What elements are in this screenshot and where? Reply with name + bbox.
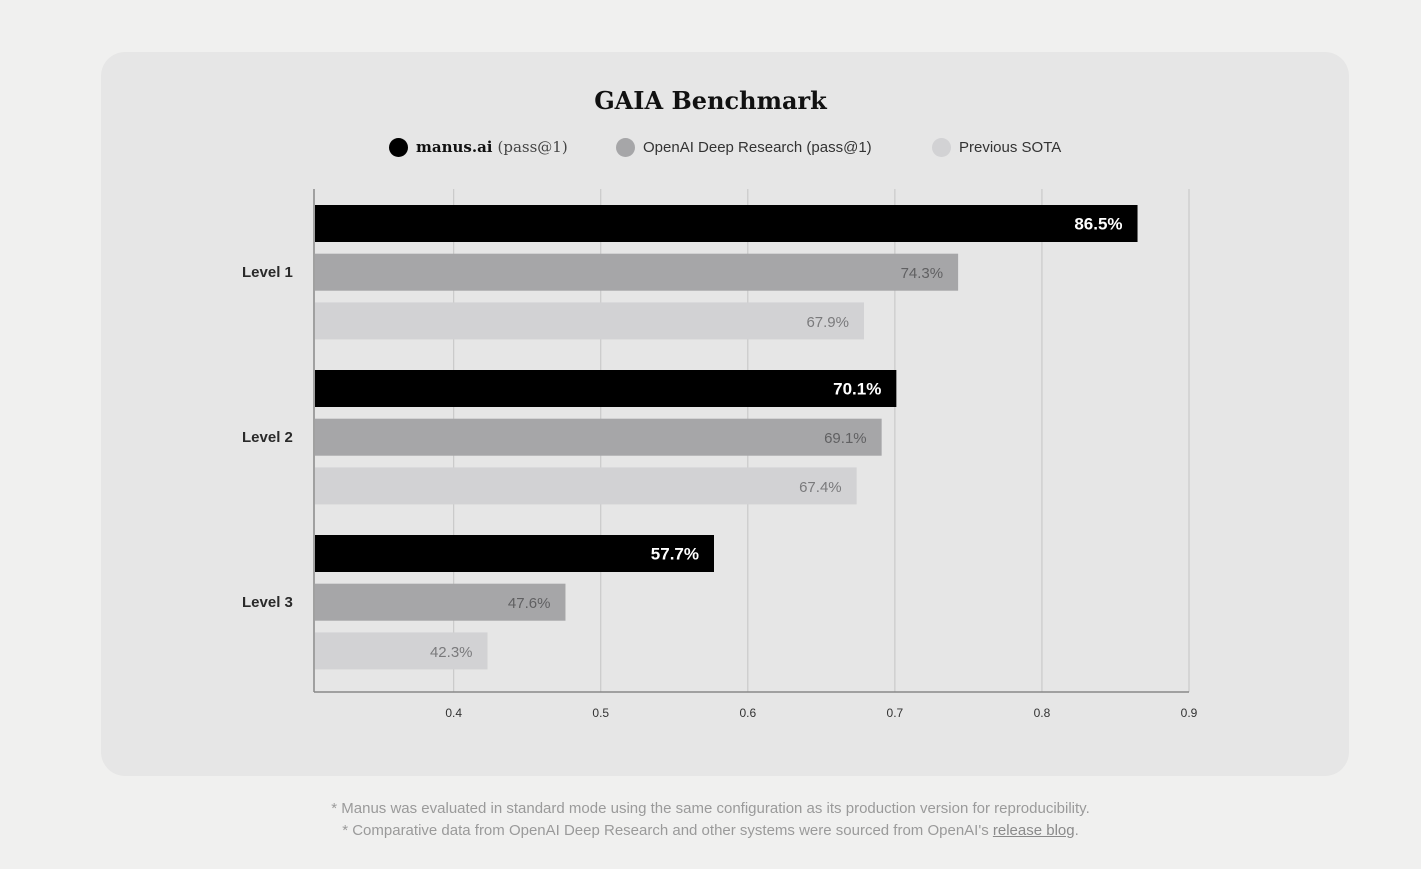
chart-card <box>101 52 1349 776</box>
data-label: 67.9% <box>806 314 849 331</box>
legend: manus.ai (pass@1) OpenAI Deep Research (… <box>0 136 1421 158</box>
x-tick-label: 0.7 <box>887 706 904 720</box>
legend-label-manus-suffix: (pass@1) <box>497 138 568 156</box>
legend-item-manus: manus.ai (pass@1) <box>389 136 568 158</box>
x-tick-label: 0.8 <box>1034 706 1051 720</box>
bar <box>315 632 488 670</box>
bar <box>315 370 897 407</box>
data-label: 67.4% <box>799 479 842 496</box>
category-label: Level 2 <box>242 429 293 446</box>
x-tick-label: 0.5 <box>592 706 609 720</box>
bar <box>315 302 864 340</box>
legend-label-openai: OpenAI Deep Research (pass@1) <box>643 138 872 156</box>
footnote-1: * Manus was evaluated in standard mode u… <box>331 800 1090 817</box>
legend-item-sota: Previous SOTA <box>932 136 1061 158</box>
footnotes: * Manus was evaluated in standard mode u… <box>0 798 1421 842</box>
footnote-2-suffix: . <box>1074 822 1079 839</box>
x-tick-label: 0.9 <box>1181 706 1198 720</box>
legend-swatch-manus <box>389 137 408 157</box>
bar <box>315 253 959 291</box>
bar <box>315 205 1138 242</box>
data-label: 86.5% <box>1074 215 1122 234</box>
legend-label-manus: manus.ai <box>416 138 493 156</box>
data-label: 69.1% <box>824 430 867 447</box>
x-tick-label: 0.6 <box>739 706 756 720</box>
legend-label-sota: Previous SOTA <box>959 138 1062 156</box>
category-label: Level 3 <box>242 594 293 611</box>
legend-swatch-openai <box>616 137 635 157</box>
legend-item-openai: OpenAI Deep Research (pass@1) <box>616 136 872 158</box>
footnote-2: * Comparative data from OpenAI Deep Rese… <box>0 820 1421 842</box>
category-label: Level 1 <box>242 264 293 281</box>
release-blog-link[interactable]: release blog <box>992 822 1075 839</box>
data-label: 57.7% <box>651 545 699 564</box>
bar <box>315 467 857 505</box>
bar <box>315 535 714 572</box>
bar <box>315 583 566 621</box>
data-label: 74.3% <box>901 265 944 282</box>
data-label: 70.1% <box>833 380 881 399</box>
footnote-2-text: * Comparative data from OpenAI Deep Rese… <box>342 822 993 839</box>
legend-swatch-sota <box>932 137 951 157</box>
data-label: 47.6% <box>508 595 551 612</box>
bar <box>315 418 882 456</box>
x-tick-label: 0.4 <box>445 706 462 720</box>
data-label: 42.3% <box>430 644 473 661</box>
chart-title: GAIA Benchmark <box>594 86 827 115</box>
